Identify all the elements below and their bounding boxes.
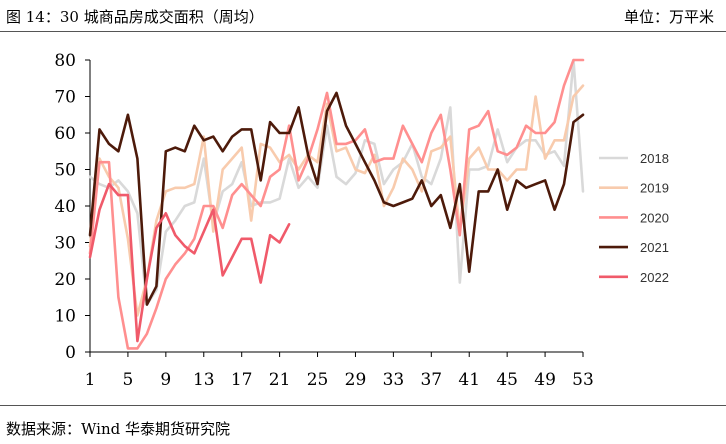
- legend-label-2020: 2020: [640, 210, 669, 225]
- y-tick-label: 30: [54, 234, 76, 254]
- x-tick-label: 29: [345, 370, 367, 390]
- x-tick-label: 21: [269, 370, 291, 390]
- x-tick-label: 25: [307, 370, 329, 390]
- chart-header: 图 14：30 城商品房成交面积（周均） 单位：万平米: [0, 0, 726, 30]
- chart-title: 图 14：30 城商品房成交面积（周均）: [6, 8, 264, 26]
- x-tick-label: 9: [160, 370, 171, 390]
- series-line-2018: [88, 58, 585, 306]
- series-line-2020: [88, 58, 585, 350]
- legend-label-2018: 2018: [640, 151, 669, 166]
- x-tick-label: 41: [458, 370, 480, 390]
- x-tick-label: 49: [534, 370, 556, 390]
- footer-divider: [0, 405, 726, 406]
- legend-label-2022: 2022: [640, 270, 669, 285]
- legend-label-2021: 2021: [640, 240, 669, 255]
- series-line-2019: [88, 84, 585, 317]
- x-tick-label: 33: [383, 370, 405, 390]
- series-line-2021: [88, 91, 585, 306]
- x-tick-label: 1: [85, 370, 96, 390]
- x-tick-label: 37: [420, 370, 442, 390]
- x-tick-label: 5: [123, 370, 134, 390]
- y-tick-label: 70: [54, 88, 76, 108]
- x-tick-label: 53: [572, 370, 594, 390]
- y-tick-label: 10: [54, 307, 76, 327]
- x-tick-label: 17: [231, 370, 253, 390]
- x-tick-label: 13: [193, 370, 215, 390]
- data-source: 数据来源：Wind 华泰期货研究院: [6, 420, 230, 438]
- y-tick-label: 80: [54, 51, 76, 71]
- legend-label-2019: 2019: [640, 181, 669, 196]
- y-tick-label: 20: [54, 270, 76, 290]
- unit-label: 单位：万平米: [623, 8, 714, 26]
- x-tick-label: 45: [496, 370, 518, 390]
- y-tick-label: 0: [65, 343, 76, 363]
- y-tick-label: 60: [54, 124, 76, 144]
- header-divider: [0, 31, 726, 32]
- series-line-2022: [88, 182, 291, 343]
- y-tick-label: 40: [54, 197, 76, 217]
- y-tick-label: 50: [54, 161, 76, 181]
